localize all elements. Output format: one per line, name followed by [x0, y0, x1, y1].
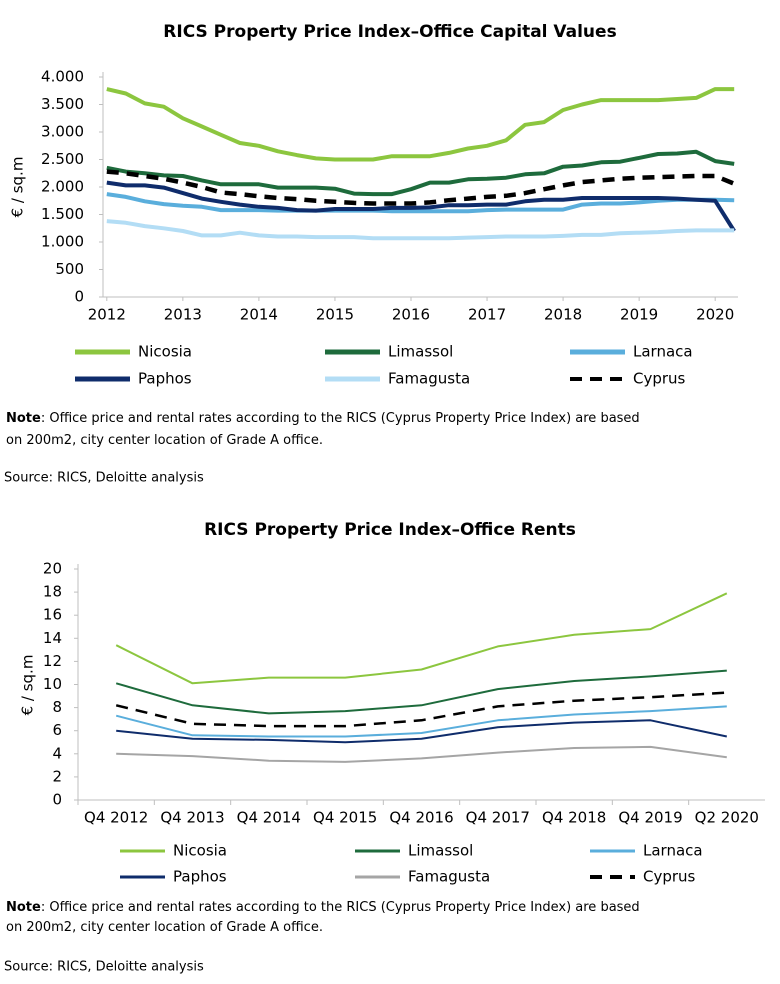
- x-tick-label: Q4 2013: [160, 809, 224, 827]
- note: on 200m2, city center location of Grade …: [6, 920, 323, 935]
- y-tick-label: 20: [43, 560, 62, 578]
- y-tick-label: 10: [43, 675, 62, 693]
- y-axis-label: € / sq.m: [19, 655, 37, 716]
- legend-label: Larnaca: [643, 842, 703, 860]
- x-tick-label: 2018: [544, 306, 582, 324]
- note-text: : Office price and rental rates accordin…: [41, 411, 640, 426]
- x-tick-label: 2013: [164, 306, 202, 324]
- series-line: [115, 592, 728, 685]
- y-tick-label: 6: [52, 721, 62, 739]
- y-tick-label: 18: [43, 583, 62, 601]
- y-tick-label: 0: [52, 791, 62, 809]
- y-tick-label: 1.000: [41, 233, 84, 251]
- x-tick-label: Q4 2018: [542, 809, 606, 827]
- source: Source: RICS, Deloitte analysis: [4, 960, 204, 975]
- x-tick-label: Q4 2012: [84, 809, 148, 827]
- legend-label: Paphos: [173, 868, 227, 886]
- note-text: : Office price and rental rates accordin…: [41, 900, 640, 915]
- series-line: [106, 149, 735, 197]
- series-line: [106, 180, 736, 233]
- x-tick-label: Q4 2019: [618, 809, 682, 827]
- note-label: Note: [6, 411, 41, 426]
- x-tick-label: 2014: [240, 306, 278, 324]
- chart-title: RICS Property Price Index–Office Rents: [204, 520, 576, 540]
- series-line: [106, 87, 735, 162]
- legend-label: Famagusta: [408, 868, 490, 886]
- x-tick-label: Q4 2015: [313, 809, 377, 827]
- note: Note: Office price and rental rates acco…: [6, 411, 640, 426]
- note-label: Note: [6, 900, 41, 915]
- series-line: [116, 745, 727, 763]
- series-line: [106, 219, 735, 241]
- y-tick-label: 4.000: [41, 68, 84, 86]
- y-tick-label: 3.000: [41, 123, 84, 141]
- series-line: [115, 691, 727, 728]
- note-text: on 200m2, city center location of Grade …: [6, 433, 323, 448]
- legend-label: Nicosia: [138, 343, 192, 361]
- y-tick-label: 500: [55, 260, 84, 278]
- legend-label: Limassol: [408, 842, 473, 860]
- legend-label: Cyprus: [643, 868, 696, 886]
- chart-title: RICS Property Price Index–Office Capital…: [163, 22, 616, 42]
- x-tick-label: Q4 2017: [466, 809, 530, 827]
- y-tick-label: 3.500: [41, 95, 84, 113]
- x-tick-label: Q4 2016: [389, 809, 453, 827]
- x-tick-label: Q4 2014: [237, 809, 301, 827]
- note: on 200m2, city center location of Grade …: [6, 433, 323, 448]
- x-tick-label: 2019: [620, 306, 658, 324]
- y-tick-label: 2: [52, 767, 62, 785]
- series-line: [116, 719, 728, 744]
- legend-label: Paphos: [138, 370, 192, 388]
- legend-label: Cyprus: [633, 370, 686, 388]
- x-tick-label: 2017: [468, 306, 506, 324]
- x-tick-label: 2012: [88, 306, 126, 324]
- y-tick-label: 2.000: [41, 178, 84, 196]
- legend-label: Nicosia: [173, 842, 227, 860]
- y-tick-label: 4: [52, 744, 62, 762]
- y-axis-label: € / sq.m: [9, 157, 27, 218]
- series-line: [115, 669, 727, 715]
- y-tick-label: 16: [43, 606, 62, 624]
- y-tick-label: 0: [74, 288, 84, 306]
- x-tick-label: 2020: [696, 306, 734, 324]
- y-tick-label: 1.500: [41, 205, 84, 223]
- note-text: on 200m2, city center location of Grade …: [6, 920, 323, 935]
- y-tick-label: 2.500: [41, 150, 84, 168]
- series-line: [106, 192, 735, 214]
- legend-label: Famagusta: [388, 370, 470, 388]
- source: Source: RICS, Deloitte analysis: [4, 471, 204, 486]
- y-tick-label: 12: [43, 652, 62, 670]
- x-tick-label: 2015: [316, 306, 354, 324]
- y-tick-label: 14: [43, 629, 62, 647]
- series-line: [106, 169, 736, 206]
- legend-label: Larnaca: [633, 343, 693, 361]
- legend-label: Limassol: [388, 343, 453, 361]
- x-tick-label: 2016: [392, 306, 430, 324]
- x-tick-label: Q2 2020: [695, 809, 759, 827]
- y-tick-label: 8: [52, 698, 62, 716]
- note: Note: Office price and rental rates acco…: [6, 900, 640, 915]
- series-line: [115, 705, 727, 738]
